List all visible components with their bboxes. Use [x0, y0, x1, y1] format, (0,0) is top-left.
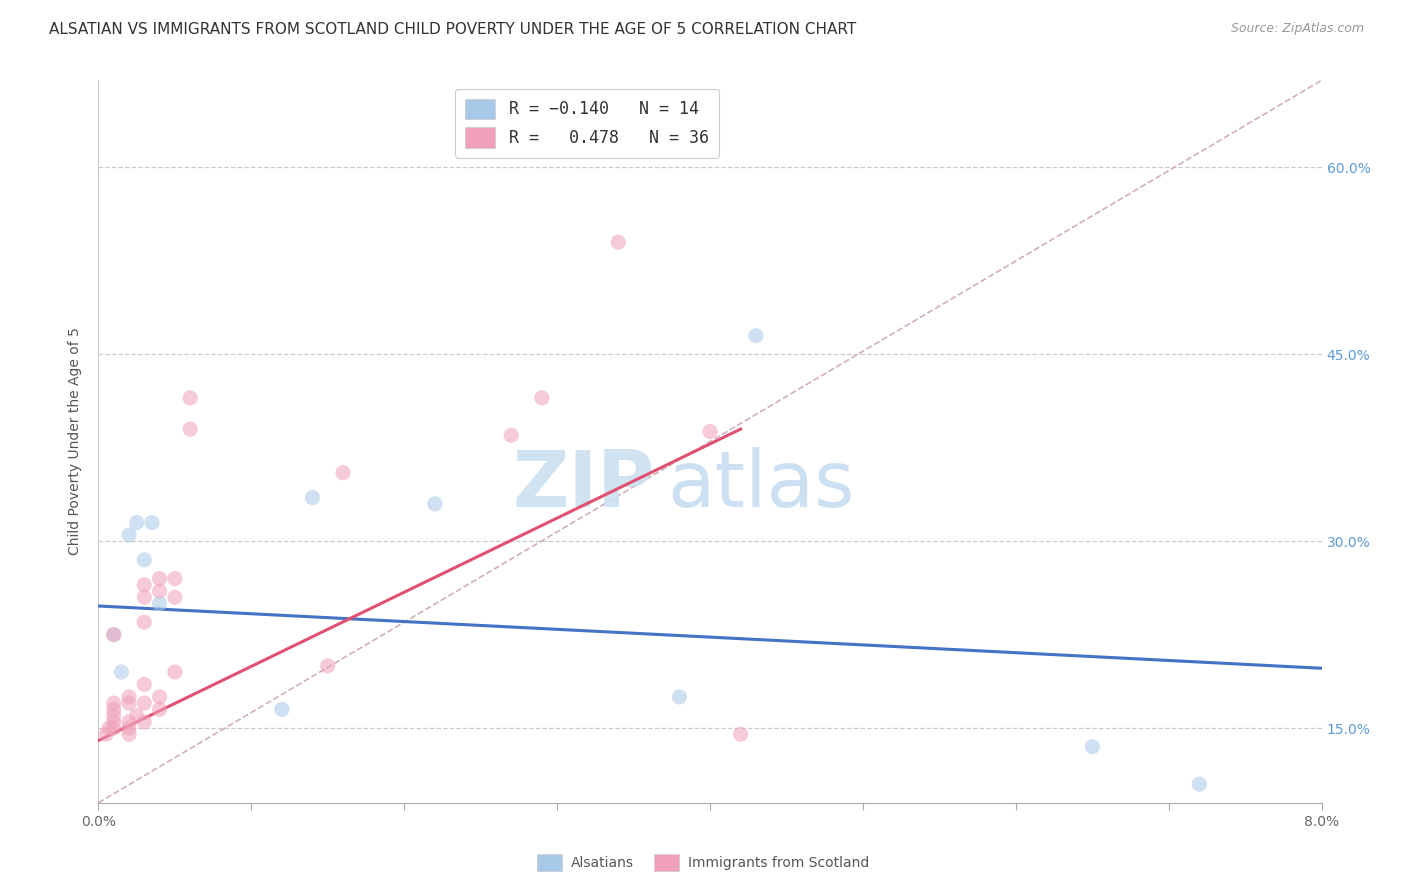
Point — [332, 466, 354, 480]
Point — [149, 572, 172, 586]
Point — [98, 721, 121, 735]
Point — [1081, 739, 1104, 754]
Point — [149, 584, 172, 599]
Point — [316, 658, 339, 673]
Text: Source: ZipAtlas.com: Source: ZipAtlas.com — [1230, 22, 1364, 36]
Legend: Alsatians, Immigrants from Scotland: Alsatians, Immigrants from Scotland — [531, 848, 875, 876]
Point — [125, 516, 148, 530]
Point — [699, 425, 721, 439]
Point — [745, 328, 768, 343]
Point — [134, 696, 156, 710]
Point — [301, 491, 323, 505]
Point — [103, 696, 125, 710]
Text: atlas: atlas — [668, 447, 855, 523]
Point — [730, 727, 752, 741]
Point — [118, 696, 141, 710]
Text: ALSATIAN VS IMMIGRANTS FROM SCOTLAND CHILD POVERTY UNDER THE AGE OF 5 CORRELATIO: ALSATIAN VS IMMIGRANTS FROM SCOTLAND CHI… — [49, 22, 856, 37]
Legend: R = −0.140   N = 14, R =   0.478   N = 36: R = −0.140 N = 14, R = 0.478 N = 36 — [456, 88, 718, 158]
Point — [110, 665, 132, 679]
Point — [668, 690, 690, 704]
Point — [134, 553, 156, 567]
Point — [163, 591, 186, 605]
Point — [607, 235, 630, 250]
Point — [103, 721, 125, 735]
Point — [149, 597, 172, 611]
Point — [163, 572, 186, 586]
Point — [134, 677, 156, 691]
Point — [118, 727, 141, 741]
Point — [118, 721, 141, 735]
Point — [134, 615, 156, 630]
Point — [134, 714, 156, 729]
Point — [530, 391, 553, 405]
Point — [501, 428, 523, 442]
Point — [118, 528, 141, 542]
Point — [149, 690, 172, 704]
Point — [125, 708, 148, 723]
Point — [118, 714, 141, 729]
Point — [103, 714, 125, 729]
Point — [270, 702, 294, 716]
Text: ZIP: ZIP — [513, 447, 655, 523]
Point — [149, 702, 172, 716]
Point — [423, 497, 446, 511]
Point — [103, 627, 125, 641]
Point — [94, 727, 117, 741]
Y-axis label: Child Poverty Under the Age of 5: Child Poverty Under the Age of 5 — [69, 327, 83, 556]
Point — [134, 578, 156, 592]
Point — [103, 702, 125, 716]
Point — [103, 708, 125, 723]
Point — [118, 690, 141, 704]
Point — [179, 391, 201, 405]
Point — [141, 516, 163, 530]
Point — [134, 591, 156, 605]
Point — [103, 627, 125, 641]
Point — [1188, 777, 1211, 791]
Point — [179, 422, 201, 436]
Point — [163, 665, 186, 679]
